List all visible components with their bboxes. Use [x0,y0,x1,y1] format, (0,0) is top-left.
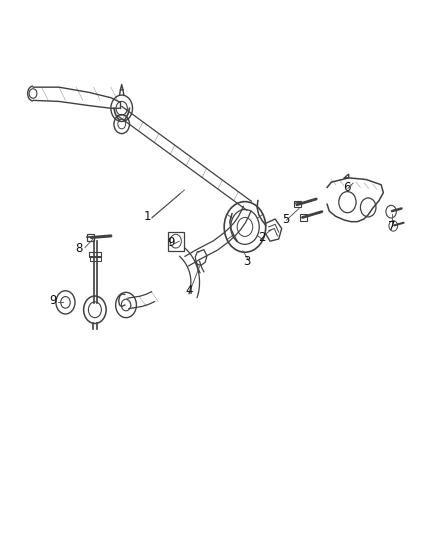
Text: 5: 5 [283,213,290,225]
Text: 4: 4 [185,284,192,297]
Text: 9: 9 [49,294,56,308]
Text: 8: 8 [75,241,82,255]
Text: 6: 6 [343,181,350,194]
Text: 9: 9 [168,236,175,249]
Text: 7: 7 [388,221,396,233]
Text: 3: 3 [244,255,251,268]
Text: 2: 2 [258,231,266,244]
Text: 1: 1 [144,210,152,223]
